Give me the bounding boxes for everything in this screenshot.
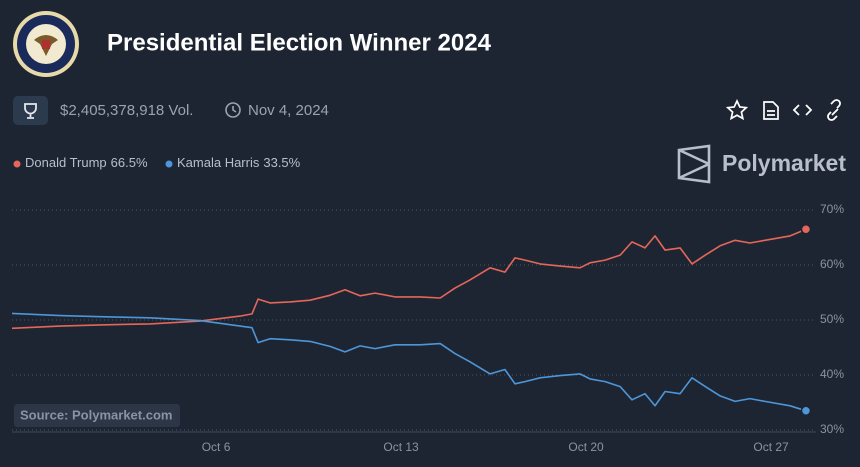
- end-date: Nov 4, 2024: [248, 102, 329, 119]
- y-tick-label: 70%: [820, 202, 844, 216]
- x-tick-label: Oct 27: [753, 440, 789, 454]
- y-tick-label: 40%: [820, 367, 844, 381]
- volume: $2,405,378,918 Vol.: [60, 102, 193, 119]
- y-tick-label: 50%: [820, 312, 844, 326]
- series-line: [11, 312, 807, 412]
- x-tick-label: Oct 6: [202, 440, 231, 454]
- y-tick-label: 60%: [820, 257, 844, 271]
- seal-icon: [13, 11, 79, 77]
- link-button[interactable]: [827, 99, 841, 121]
- legend-value: 66.5%: [111, 155, 148, 170]
- legend-entry: Kamala Harris 33.5%: [177, 155, 301, 170]
- trophy-button[interactable]: [13, 96, 48, 125]
- brand-name: Polymarket: [722, 150, 846, 176]
- source: Source: Polymarket.com: [20, 407, 172, 422]
- x-tick-label: Oct 20: [568, 440, 604, 454]
- star-button[interactable]: [725, 98, 749, 121]
- title: Presidential Election Winner 2024: [107, 29, 492, 56]
- embed-button[interactable]: [792, 104, 813, 116]
- legend-marker: [13, 160, 21, 168]
- source-box: [14, 404, 180, 427]
- series-line: [11, 228, 807, 330]
- trophy-icon: [24, 103, 37, 119]
- clock-icon: [225, 102, 241, 118]
- end-point: [800, 405, 812, 416]
- legend-name: Donald Trump: [25, 155, 107, 170]
- x-tick-label: Oct 13: [383, 440, 419, 454]
- y-tick-label: 30%: [820, 422, 844, 436]
- brand-logo: [677, 144, 711, 184]
- legend-marker: [165, 160, 173, 168]
- document-button[interactable]: [763, 101, 779, 120]
- end-point: [800, 224, 812, 235]
- legend-entry: Donald Trump 66.5%: [25, 155, 148, 170]
- legend-name: Kamala Harris: [177, 155, 260, 170]
- legend-value: 33.5%: [263, 155, 300, 170]
